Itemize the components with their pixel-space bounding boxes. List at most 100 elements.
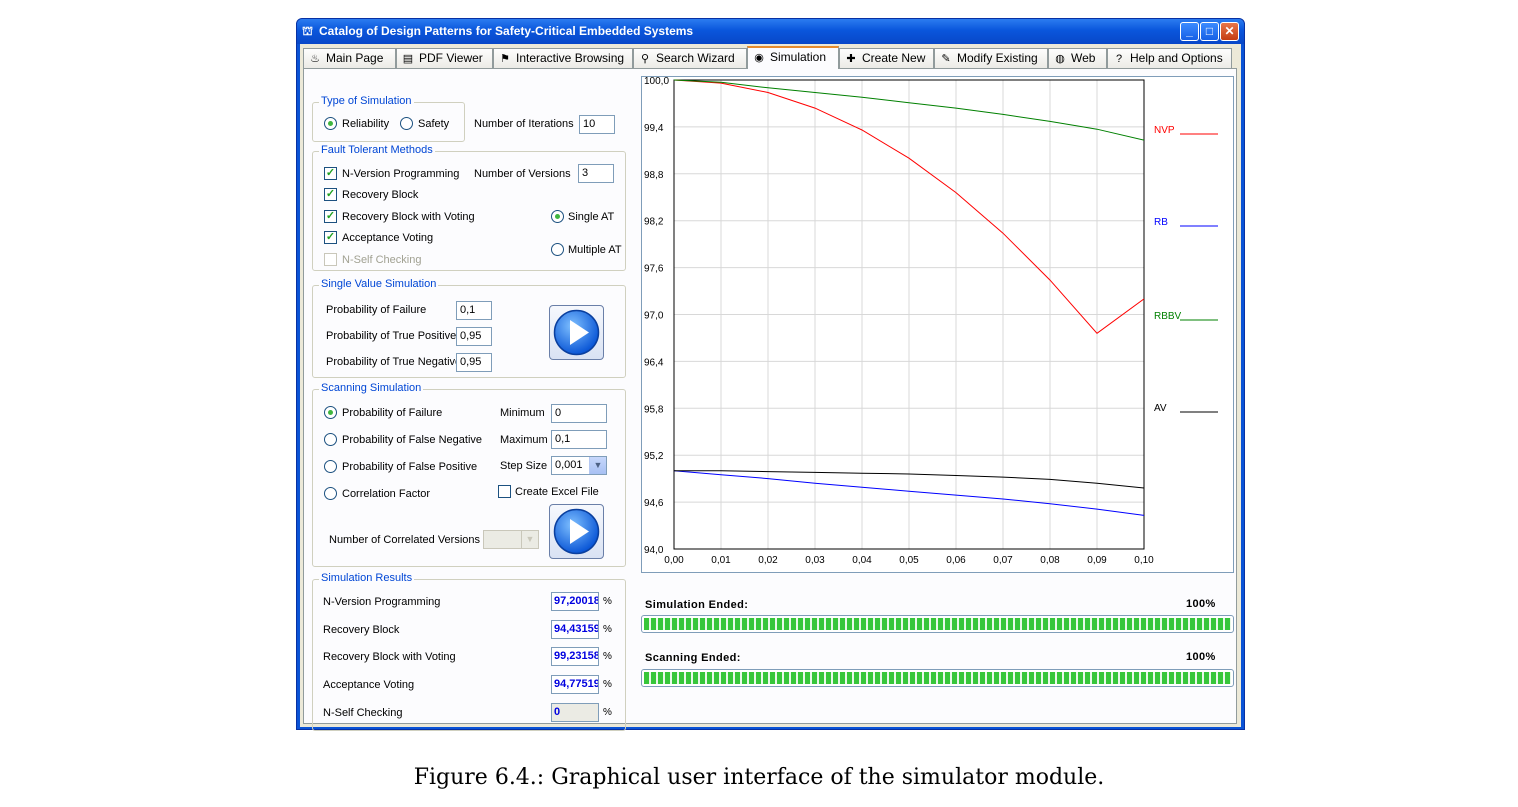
- x-tick-label: 0,00: [664, 555, 684, 566]
- minimize-button[interactable]: _: [1180, 22, 1199, 41]
- av-checkbox[interactable]: ✓: [324, 231, 337, 244]
- maximum-input[interactable]: 0,1: [551, 430, 607, 449]
- tab-strip: ♨ Main Page ▤ PDF Viewer ⚑ Interactive Brow…: [303, 46, 1239, 69]
- tab-help-options[interactable]: ? Help and Options: [1107, 48, 1232, 68]
- group-title: Fault Tolerant Methods: [319, 144, 435, 156]
- y-tick-label: 100,0: [644, 77, 669, 87]
- probability-of-failure-label: Probability of Failure: [326, 304, 427, 316]
- series-line-rbbv: [673, 79, 1145, 141]
- single-at-label: Single AT: [568, 211, 615, 223]
- group-title: Scanning Simulation: [319, 382, 424, 394]
- correlated-versions-select[interactable]: ▼: [483, 530, 539, 549]
- correlated-versions-label: Number of Correlated Versions: [329, 534, 481, 546]
- x-tick-label: 0,06: [946, 555, 966, 566]
- tab-label: Create New: [862, 51, 926, 65]
- pdf-icon: ▤: [402, 53, 414, 65]
- group-title: Single Value Simulation: [319, 278, 439, 290]
- tab-simulation[interactable]: ◉ Simulation: [747, 46, 839, 69]
- x-tick-label: 0,08: [1040, 555, 1060, 566]
- scanning-percent: 100%: [1186, 651, 1216, 663]
- minimum-label: Minimum: [500, 407, 545, 419]
- percent-unit: %: [603, 679, 612, 690]
- rbv-label: Recovery Block with Voting: [342, 211, 475, 223]
- result-value-rb: 94,43159: [551, 620, 599, 639]
- y-tick-label: 94,0: [644, 545, 664, 556]
- y-tick-label: 94,6: [644, 498, 664, 509]
- close-button[interactable]: ✕: [1220, 22, 1239, 41]
- safety-radio[interactable]: [400, 117, 413, 130]
- result-value-nvp: 97,20018: [551, 592, 599, 611]
- versions-input[interactable]: 3: [578, 164, 614, 183]
- client-area: ♨ Main Page ▤ PDF Viewer ⚑ Interactive Brow…: [300, 44, 1241, 731]
- y-tick-label: 99,4: [644, 123, 664, 134]
- rbv-checkbox[interactable]: ✓: [324, 210, 337, 223]
- y-tick-label: 98,2: [644, 217, 664, 228]
- create-icon: ✚: [846, 53, 856, 65]
- single-at-radio[interactable]: [551, 210, 564, 223]
- simulation-progress-bar: [641, 615, 1234, 633]
- reliability-radio[interactable]: [324, 117, 337, 130]
- av-label: Acceptance Voting: [342, 232, 434, 244]
- true-positive-label: Probability of True Positive: [326, 330, 457, 342]
- nsc-checkbox[interactable]: [324, 253, 337, 266]
- false-negative-radio[interactable]: [324, 433, 337, 446]
- x-tick-label: 0,09: [1087, 555, 1107, 566]
- fault-tolerant-methods-group: Fault Tolerant Methods ✓ N-Version Progr…: [312, 144, 626, 271]
- tab-label: PDF Viewer: [419, 51, 483, 65]
- tab-label: Modify Existing: [957, 51, 1038, 65]
- run-single-simulation-button[interactable]: [549, 305, 604, 360]
- scan-probability-of-failure-radio[interactable]: [324, 406, 337, 419]
- result-value-rbv: 99,23158: [551, 647, 599, 666]
- tab-label: Main Page: [326, 51, 384, 65]
- tab-main-page[interactable]: ♨ Main Page: [303, 48, 396, 68]
- progress-fill: [644, 672, 1231, 684]
- step-size-select[interactable]: 0,001 ▼: [551, 456, 607, 475]
- tab-interactive-browsing[interactable]: ⚑ Interactive Browsing: [493, 48, 633, 68]
- app-window: ⛫ Catalog of Design Patterns for Safety-…: [296, 18, 1245, 731]
- chevron-down-icon: ▼: [521, 531, 538, 548]
- type-of-simulation-group: Type of Simulation Reliability Safety: [312, 95, 465, 142]
- y-tick-label: 96,4: [644, 357, 664, 368]
- versions-label: Number of Versions: [474, 168, 571, 180]
- tab-pdf-viewer[interactable]: ▤ PDF Viewer: [396, 48, 493, 68]
- probability-of-failure-input[interactable]: 0,1: [456, 301, 492, 320]
- true-negative-input[interactable]: 0,95: [456, 353, 492, 372]
- x-tick-label: 0,07: [993, 555, 1013, 566]
- minimum-input[interactable]: 0: [551, 404, 607, 423]
- false-positive-radio[interactable]: [324, 460, 337, 473]
- scanning-status-label: Scanning Ended:: [645, 652, 741, 664]
- x-tick-label: 0,03: [805, 555, 825, 566]
- result-label-rb: Recovery Block: [323, 624, 400, 636]
- tab-create-new[interactable]: ✚ Create New: [839, 48, 934, 68]
- scanning-simulation-group: Scanning Simulation Probability of Failu…: [312, 382, 626, 567]
- maximum-label: Maximum: [500, 434, 548, 446]
- rb-checkbox[interactable]: ✓: [324, 188, 337, 201]
- tab-modify-existing[interactable]: ✎ Modify Existing: [934, 48, 1048, 68]
- nvp-checkbox[interactable]: ✓: [324, 167, 337, 180]
- simulation-chart: 0,00 0,01 0,02 0,03 0,04 0,05 0,06 0,07 0,08 0,09…: [641, 76, 1234, 573]
- iterations-input[interactable]: 10: [579, 115, 615, 134]
- title-bar[interactable]: ⛫ Catalog of Design Patterns for Safety-…: [297, 19, 1244, 44]
- correlation-factor-radio[interactable]: [324, 487, 337, 500]
- result-label-nsc: N-Self Checking: [323, 707, 403, 719]
- tab-search-wizard[interactable]: ⚲ Search Wizard: [633, 48, 747, 68]
- x-tick-label: 0,05: [899, 555, 919, 566]
- multiple-at-radio[interactable]: [551, 243, 564, 256]
- tab-label: Simulation: [770, 50, 827, 64]
- scan-probability-of-failure-label: Probability of Failure: [342, 407, 443, 419]
- simulation-status-label: Simulation Ended:: [645, 599, 749, 611]
- result-value-nsc: 0: [551, 703, 599, 722]
- create-excel-checkbox[interactable]: [498, 485, 511, 498]
- maximize-button[interactable]: □: [1200, 22, 1219, 41]
- legend-label-rbbv: RBBV: [1154, 311, 1182, 322]
- series-line-nvp: [673, 79, 1145, 334]
- percent-unit: %: [603, 624, 612, 635]
- tab-web[interactable]: ◍ Web: [1048, 48, 1107, 68]
- figure-caption: Figure 6.4.: Graphical user interface of…: [413, 765, 1105, 790]
- tab-label: Web: [1071, 51, 1096, 65]
- simulation-results-group: Simulation Results N-Version Programming…: [312, 572, 626, 731]
- run-scanning-simulation-button[interactable]: [549, 504, 604, 559]
- true-positive-input[interactable]: 0,95: [456, 327, 492, 346]
- series-line-av: [674, 470, 1145, 489]
- y-tick-label: 95,8: [644, 404, 664, 415]
